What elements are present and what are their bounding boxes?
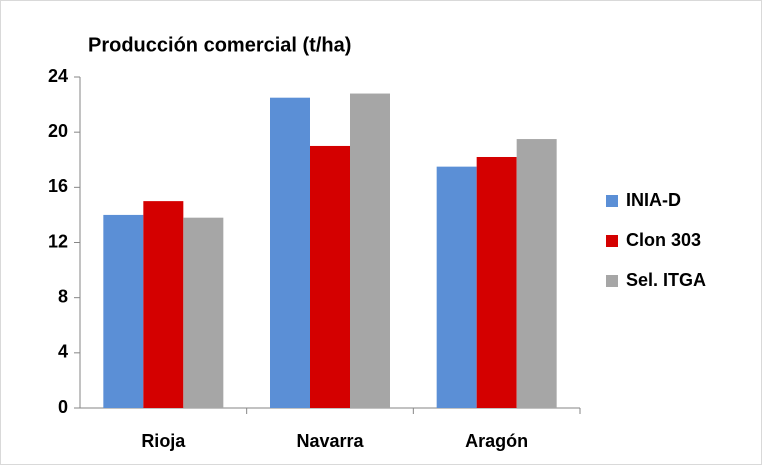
legend-label: Clon 303 (626, 230, 701, 250)
bar (270, 97, 310, 408)
x-tick-label: Navarra (296, 431, 364, 451)
legend-label: INIA-D (626, 190, 681, 210)
legend-swatch (606, 235, 618, 247)
bar (103, 214, 144, 408)
bar (183, 217, 224, 408)
chart-title: Producción comercial (t/ha) (88, 34, 351, 56)
legend-label: Sel. ITGA (626, 270, 706, 290)
bar (310, 145, 350, 409)
bar (476, 156, 517, 408)
bar (436, 166, 477, 408)
legend-swatch (606, 195, 618, 207)
legend-swatch (606, 275, 618, 287)
x-tick-label: Rioja (141, 431, 186, 451)
bar (143, 201, 184, 408)
y-tick-label: 24 (48, 66, 68, 86)
y-tick-label: 8 (58, 286, 68, 306)
y-tick-label: 0 (58, 397, 68, 417)
y-tick-label: 20 (48, 121, 68, 141)
x-tick-label: Aragón (465, 431, 528, 451)
y-tick-label: 16 (48, 176, 68, 196)
bar (350, 93, 390, 409)
y-tick-label: 12 (48, 231, 68, 251)
y-tick-label: 4 (58, 342, 68, 362)
bar (516, 139, 557, 408)
